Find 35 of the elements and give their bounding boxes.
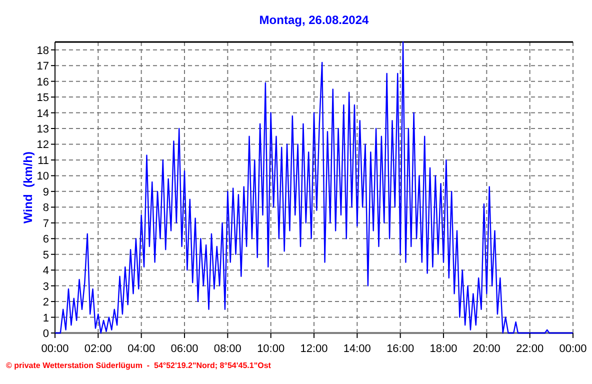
x-tick-label: 16:00 [386, 343, 414, 355]
text: © private Wetterstation Süderlügum - 54°52'19.2"Nord; 8°54'45.1"Ost [6, 361, 272, 370]
y-tick-label: 0 [42, 328, 49, 340]
y-tick-label: 3 [42, 280, 49, 293]
y-tick-label: 16 [36, 76, 49, 88]
y-tick-label: 1 [42, 312, 49, 324]
x-tick-label: 12:00 [300, 343, 328, 355]
y-axis-title: Wind (km/h) [21, 152, 35, 224]
x-tick-label: 00:00 [41, 343, 69, 355]
x-tick-label: 06:00 [170, 343, 198, 355]
x-tick-label: 10:00 [257, 343, 285, 355]
x-tick-label: 20:00 [472, 343, 500, 355]
y-tick-label: 2 [42, 296, 49, 309]
y-tick-label: 10 [36, 170, 49, 183]
x-tick-label: 02:00 [84, 343, 112, 355]
x-tick-label: 22:00 [516, 343, 544, 355]
y-tick-label: 8 [42, 202, 49, 214]
y-tick-label: 15 [36, 92, 49, 104]
y-tick-label: 7 [42, 218, 49, 230]
chart-title: Montag, 26.08.2024 [259, 13, 370, 27]
y-tick-label: 12 [36, 139, 49, 152]
y-tick-label: 17 [36, 60, 49, 73]
y-tick-label: 9 [42, 186, 49, 198]
y-tick-label: 5 [42, 249, 49, 262]
y-tick-label: 18 [36, 44, 49, 57]
y-tick-label: 11 [38, 154, 49, 167]
x-tick-label: 08:00 [214, 343, 242, 355]
y-tick-label: 4 [42, 265, 49, 278]
y-tick-label: 14 [36, 108, 49, 120]
x-tick-label: 18:00 [430, 343, 458, 355]
x-tick-label: 04:00 [128, 343, 156, 355]
x-tick-label: 00:00 [559, 343, 587, 355]
y-tick-label: 6 [42, 234, 49, 246]
x-tick-label: 14:00 [343, 343, 371, 355]
y-tick-label: 13 [36, 124, 49, 136]
